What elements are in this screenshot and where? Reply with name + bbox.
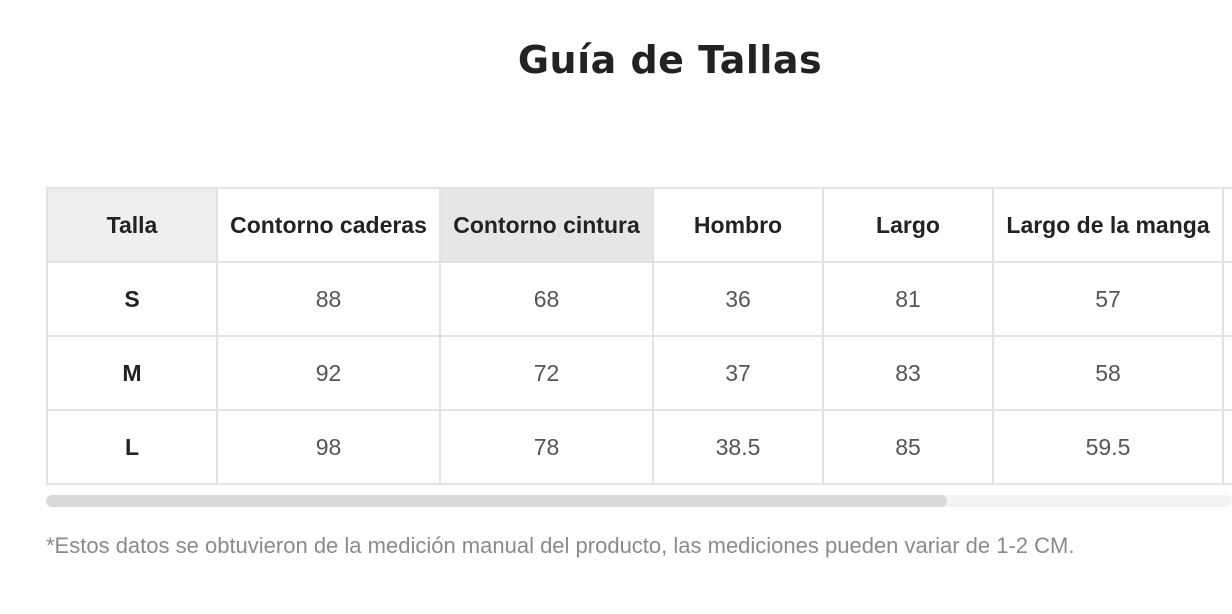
hidden-cell: [1222, 335, 1232, 411]
column-header-length: Largo: [822, 187, 994, 263]
column-header-sleeve: Largo de la manga: [992, 187, 1224, 263]
waist-cell: 68: [439, 261, 654, 337]
table-header-row: Talla Contorno caderas Contorno cintura …: [46, 187, 1232, 263]
size-cell: M: [46, 335, 218, 411]
sleeve-cell: 59.5: [992, 409, 1224, 485]
length-cell: 81: [822, 261, 994, 337]
sleeve-cell: 57: [992, 261, 1224, 337]
shoulder-cell: 37: [652, 335, 824, 411]
measurement-note: *Estos datos se obtuvieron de la medició…: [46, 533, 1075, 558]
table-row: S 88 68 36 81 57: [46, 261, 1232, 337]
column-header-shoulder: Hombro: [652, 187, 824, 263]
size-cell: S: [46, 261, 218, 337]
column-header-size: Talla: [46, 187, 218, 263]
hidden-cell: [1222, 261, 1232, 337]
column-header-hip: Contorno caderas: [216, 187, 441, 263]
column-header-hidden: [1222, 187, 1232, 263]
shoulder-cell: 36: [652, 261, 824, 337]
size-table-viewport[interactable]: Talla Contorno caderas Contorno cintura …: [46, 187, 1232, 493]
shoulder-cell: 38.5: [652, 409, 824, 485]
page-title: Guía de Tallas: [517, 38, 823, 82]
hip-cell: 88: [216, 261, 441, 337]
table-row: M 92 72 37 83 58: [46, 335, 1232, 411]
size-cell: L: [46, 409, 218, 485]
waist-cell: 72: [439, 335, 654, 411]
length-cell: 85: [822, 409, 994, 485]
sleeve-cell: 58: [992, 335, 1224, 411]
length-cell: 83: [822, 335, 994, 411]
column-header-waist: Contorno cintura: [439, 187, 654, 263]
hip-cell: 98: [216, 409, 441, 485]
size-table: Talla Contorno caderas Contorno cintura …: [46, 187, 1232, 485]
scrollbar-thumb[interactable]: [46, 495, 947, 507]
horizontal-scrollbar[interactable]: [46, 495, 1232, 507]
waist-cell: 78: [439, 409, 654, 485]
hidden-cell: [1222, 409, 1232, 485]
table-row: L 98 78 38.5 85 59.5: [46, 409, 1232, 485]
hip-cell: 92: [216, 335, 441, 411]
